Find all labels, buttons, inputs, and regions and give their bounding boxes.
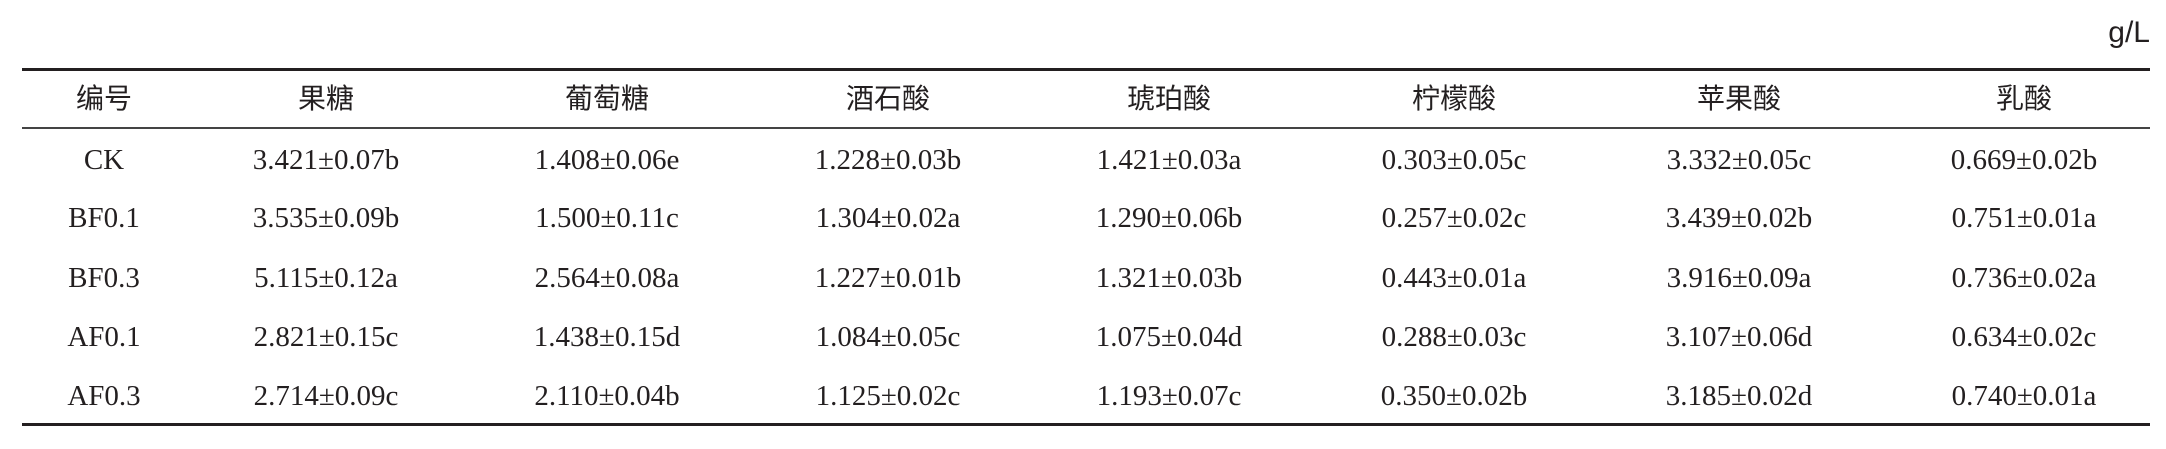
table-cell: 1.408±0.06e: [534, 144, 680, 176]
header-rule: [22, 127, 2150, 129]
column-header: 编号: [75, 82, 132, 115]
table-cell: 3.421±0.07b: [252, 144, 400, 176]
table-cell: AF0.1: [67, 321, 141, 353]
table-cell: 1.421±0.03a: [1096, 144, 1242, 176]
table-cell: 1.228±0.03b: [814, 144, 962, 176]
top-rule: [22, 68, 2150, 71]
bottom-rule: [22, 423, 2150, 426]
column-header: 琥珀酸: [1126, 82, 1211, 115]
table-cell: 5.115±0.12a: [254, 262, 398, 294]
table-cell: 0.350±0.02b: [1380, 380, 1528, 412]
column-header: 柠檬酸: [1411, 82, 1496, 115]
table-cell: 3.185±0.02d: [1665, 380, 1813, 412]
table-cell: 0.288±0.03c: [1381, 321, 1527, 353]
table-cell: BF0.3: [68, 262, 140, 294]
column-header: 乳酸: [1995, 82, 2052, 115]
table-cell: 3.439±0.02b: [1665, 202, 1813, 234]
table-cell: AF0.3: [67, 380, 141, 412]
table-cell: 2.110±0.04b: [534, 380, 680, 412]
table-cell: 0.740±0.01a: [1951, 380, 2097, 412]
table-cell: 1.227±0.01b: [814, 262, 962, 294]
table-cell: 3.107±0.06d: [1665, 321, 1813, 353]
table-cell: 1.075±0.04d: [1095, 321, 1243, 353]
table-cell: 2.564±0.08a: [534, 262, 680, 294]
table-cell: 0.751±0.01a: [1951, 202, 2097, 234]
table-cell: 3.916±0.09a: [1666, 262, 1812, 294]
table-row: AF0.3 2.714±0.09c 2.110±0.04b 1.125±0.02c 1.…: [0, 376, 2166, 416]
column-header: 苹果酸: [1696, 82, 1781, 115]
table-cell: 0.257±0.02c: [1381, 202, 1527, 234]
column-header: 葡萄糖: [564, 82, 649, 115]
column-header: 酒石酸: [845, 82, 930, 115]
table-cell: 1.500±0.11c: [535, 202, 679, 234]
table-cell: 0.303±0.05c: [1381, 144, 1527, 176]
table-cell: 0.669±0.02b: [1950, 144, 2098, 176]
table-cell: 3.535±0.09b: [252, 202, 400, 234]
table-cell: 1.084±0.05c: [815, 321, 961, 353]
table-cell: 1.125±0.02c: [815, 380, 961, 412]
unit-label: g/L: [2108, 16, 2150, 49]
column-header: 果糖: [297, 82, 354, 115]
table-cell: 1.304±0.02a: [815, 202, 961, 234]
table-cell: 2.714±0.09c: [253, 380, 399, 412]
table-cell: 3.332±0.05c: [1666, 144, 1812, 176]
table-cell: BF0.1: [68, 202, 140, 234]
table-row: BF0.3 5.115±0.12a 2.564±0.08a 1.227±0.01b 1.…: [0, 258, 2166, 298]
table-cell: 1.290±0.06b: [1095, 202, 1243, 234]
table-row: CK 3.421±0.07b 1.408±0.06e 1.228±0.03b 1.421…: [0, 140, 2166, 180]
table-cell: 1.438±0.15d: [533, 321, 681, 353]
table-row: BF0.1 3.535±0.09b 1.500±0.11c 1.304±0.02a 1.…: [0, 198, 2166, 238]
table-cell: 0.736±0.02a: [1951, 262, 2097, 294]
table-row: AF0.1 2.821±0.15c 1.438±0.15d 1.084±0.05c 1.…: [0, 317, 2166, 357]
table-cell: CK: [83, 144, 125, 176]
table-cell: 2.821±0.15c: [253, 321, 399, 353]
header-row: 编号 果糖 葡萄糖 酒石酸 琥珀酸 柠檬酸 苹果酸 乳酸: [0, 79, 2166, 119]
table-cell: 0.443±0.01a: [1381, 262, 1527, 294]
table-cell: 0.634±0.02c: [1951, 321, 2097, 353]
table-cell: 1.321±0.03b: [1095, 262, 1243, 294]
table-cell: 1.193±0.07c: [1096, 380, 1242, 412]
